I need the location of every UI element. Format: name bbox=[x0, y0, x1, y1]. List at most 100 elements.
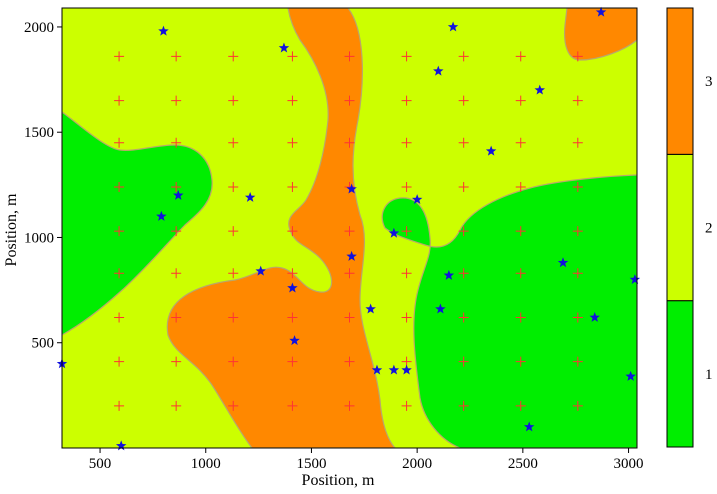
grid-point bbox=[458, 312, 469, 323]
station-star bbox=[435, 303, 446, 314]
grid-point bbox=[171, 51, 182, 62]
station-star bbox=[346, 183, 357, 194]
station-star bbox=[388, 364, 400, 375]
region-class3-topright bbox=[563, 8, 637, 61]
grid-point bbox=[287, 400, 298, 411]
station-star bbox=[158, 25, 169, 36]
grid-point bbox=[401, 312, 412, 323]
y-tick-label: 1500 bbox=[24, 125, 54, 141]
grid-point bbox=[287, 137, 298, 148]
colorbar-label: 3 bbox=[705, 74, 713, 90]
grid-point bbox=[228, 51, 239, 62]
grid-point bbox=[114, 356, 125, 367]
grid-point bbox=[344, 268, 355, 279]
station-star bbox=[287, 282, 298, 293]
grid-point bbox=[344, 312, 355, 323]
x-axis-label: Position, m bbox=[302, 472, 375, 489]
grid-point bbox=[515, 226, 526, 237]
grid-point bbox=[515, 268, 526, 279]
grid-point bbox=[287, 226, 298, 237]
grid-point bbox=[228, 181, 239, 192]
grid-point bbox=[114, 268, 125, 279]
grid-points-layer bbox=[114, 51, 583, 411]
grid-point bbox=[171, 312, 182, 323]
grid-point bbox=[401, 137, 412, 148]
grid-point bbox=[114, 95, 125, 106]
x-axis: 500 1000 1500 2000 2500 3000 bbox=[89, 448, 644, 472]
grid-point bbox=[572, 226, 583, 237]
station-star bbox=[371, 364, 383, 375]
grid-point bbox=[458, 137, 469, 148]
station-star bbox=[523, 421, 535, 432]
grid-point bbox=[401, 95, 412, 106]
grid-point bbox=[287, 356, 298, 367]
grid-point bbox=[344, 137, 355, 148]
grid-point bbox=[287, 181, 298, 192]
x-tick-label: 1000 bbox=[191, 456, 221, 472]
station-star bbox=[589, 311, 600, 322]
station-star bbox=[629, 274, 641, 285]
station-star bbox=[534, 84, 545, 95]
grid-point bbox=[572, 268, 583, 279]
grid-point bbox=[572, 51, 583, 62]
grid-point bbox=[171, 226, 182, 237]
station-star bbox=[447, 21, 459, 32]
station-star bbox=[346, 250, 357, 261]
grid-point bbox=[114, 181, 125, 192]
station-star bbox=[557, 257, 569, 268]
grid-point bbox=[344, 95, 355, 106]
grid-point bbox=[344, 226, 355, 237]
grid-point bbox=[287, 51, 298, 62]
grid-point bbox=[515, 181, 526, 192]
grid-point bbox=[572, 137, 583, 148]
grid-point bbox=[171, 137, 182, 148]
grid-point bbox=[458, 268, 469, 279]
station-star bbox=[173, 189, 184, 200]
plot-frame bbox=[61, 7, 638, 449]
station-star bbox=[289, 335, 300, 346]
region-class1-right bbox=[381, 174, 637, 448]
station-star bbox=[115, 440, 127, 451]
colorbar-label: 2 bbox=[705, 221, 713, 237]
x-tick-label: 2000 bbox=[402, 456, 432, 472]
grid-point bbox=[171, 400, 182, 411]
grid-point bbox=[114, 51, 125, 62]
grid-point bbox=[515, 95, 526, 106]
grid-point bbox=[228, 226, 239, 237]
station-star bbox=[625, 370, 636, 381]
grid-point bbox=[344, 51, 355, 62]
station-star bbox=[278, 42, 290, 53]
station-star bbox=[244, 191, 256, 202]
y-tick-label: 1000 bbox=[24, 230, 54, 246]
colorbar-segment bbox=[666, 300, 694, 448]
grid-point bbox=[515, 356, 526, 367]
grid-point bbox=[114, 226, 125, 237]
station-star bbox=[401, 364, 412, 375]
grid-point bbox=[228, 312, 239, 323]
x-tick-label: 2500 bbox=[508, 456, 538, 472]
grid-point bbox=[458, 226, 469, 237]
colorbar: 1 2 3 bbox=[666, 7, 713, 448]
grid-point bbox=[228, 137, 239, 148]
grid-point bbox=[458, 400, 469, 411]
grid-point bbox=[114, 137, 125, 148]
grid-point bbox=[344, 356, 355, 367]
grid-point bbox=[114, 312, 125, 323]
x-tick-label: 1500 bbox=[296, 456, 326, 472]
grid-point bbox=[228, 95, 239, 106]
grid-point bbox=[515, 51, 526, 62]
grid-point bbox=[572, 181, 583, 192]
grid-point bbox=[572, 400, 583, 411]
grid-point bbox=[287, 95, 298, 106]
grid-point bbox=[114, 400, 125, 411]
station-star bbox=[485, 145, 497, 156]
colorbar-segment bbox=[666, 153, 694, 302]
grid-point bbox=[228, 356, 239, 367]
grid-point bbox=[287, 268, 298, 279]
grid-point bbox=[515, 400, 526, 411]
station-star bbox=[411, 194, 423, 205]
colorbar-label: 1 bbox=[705, 367, 713, 383]
grid-point bbox=[401, 226, 412, 237]
grid-point bbox=[515, 137, 526, 148]
colorbar-segment bbox=[666, 7, 694, 155]
